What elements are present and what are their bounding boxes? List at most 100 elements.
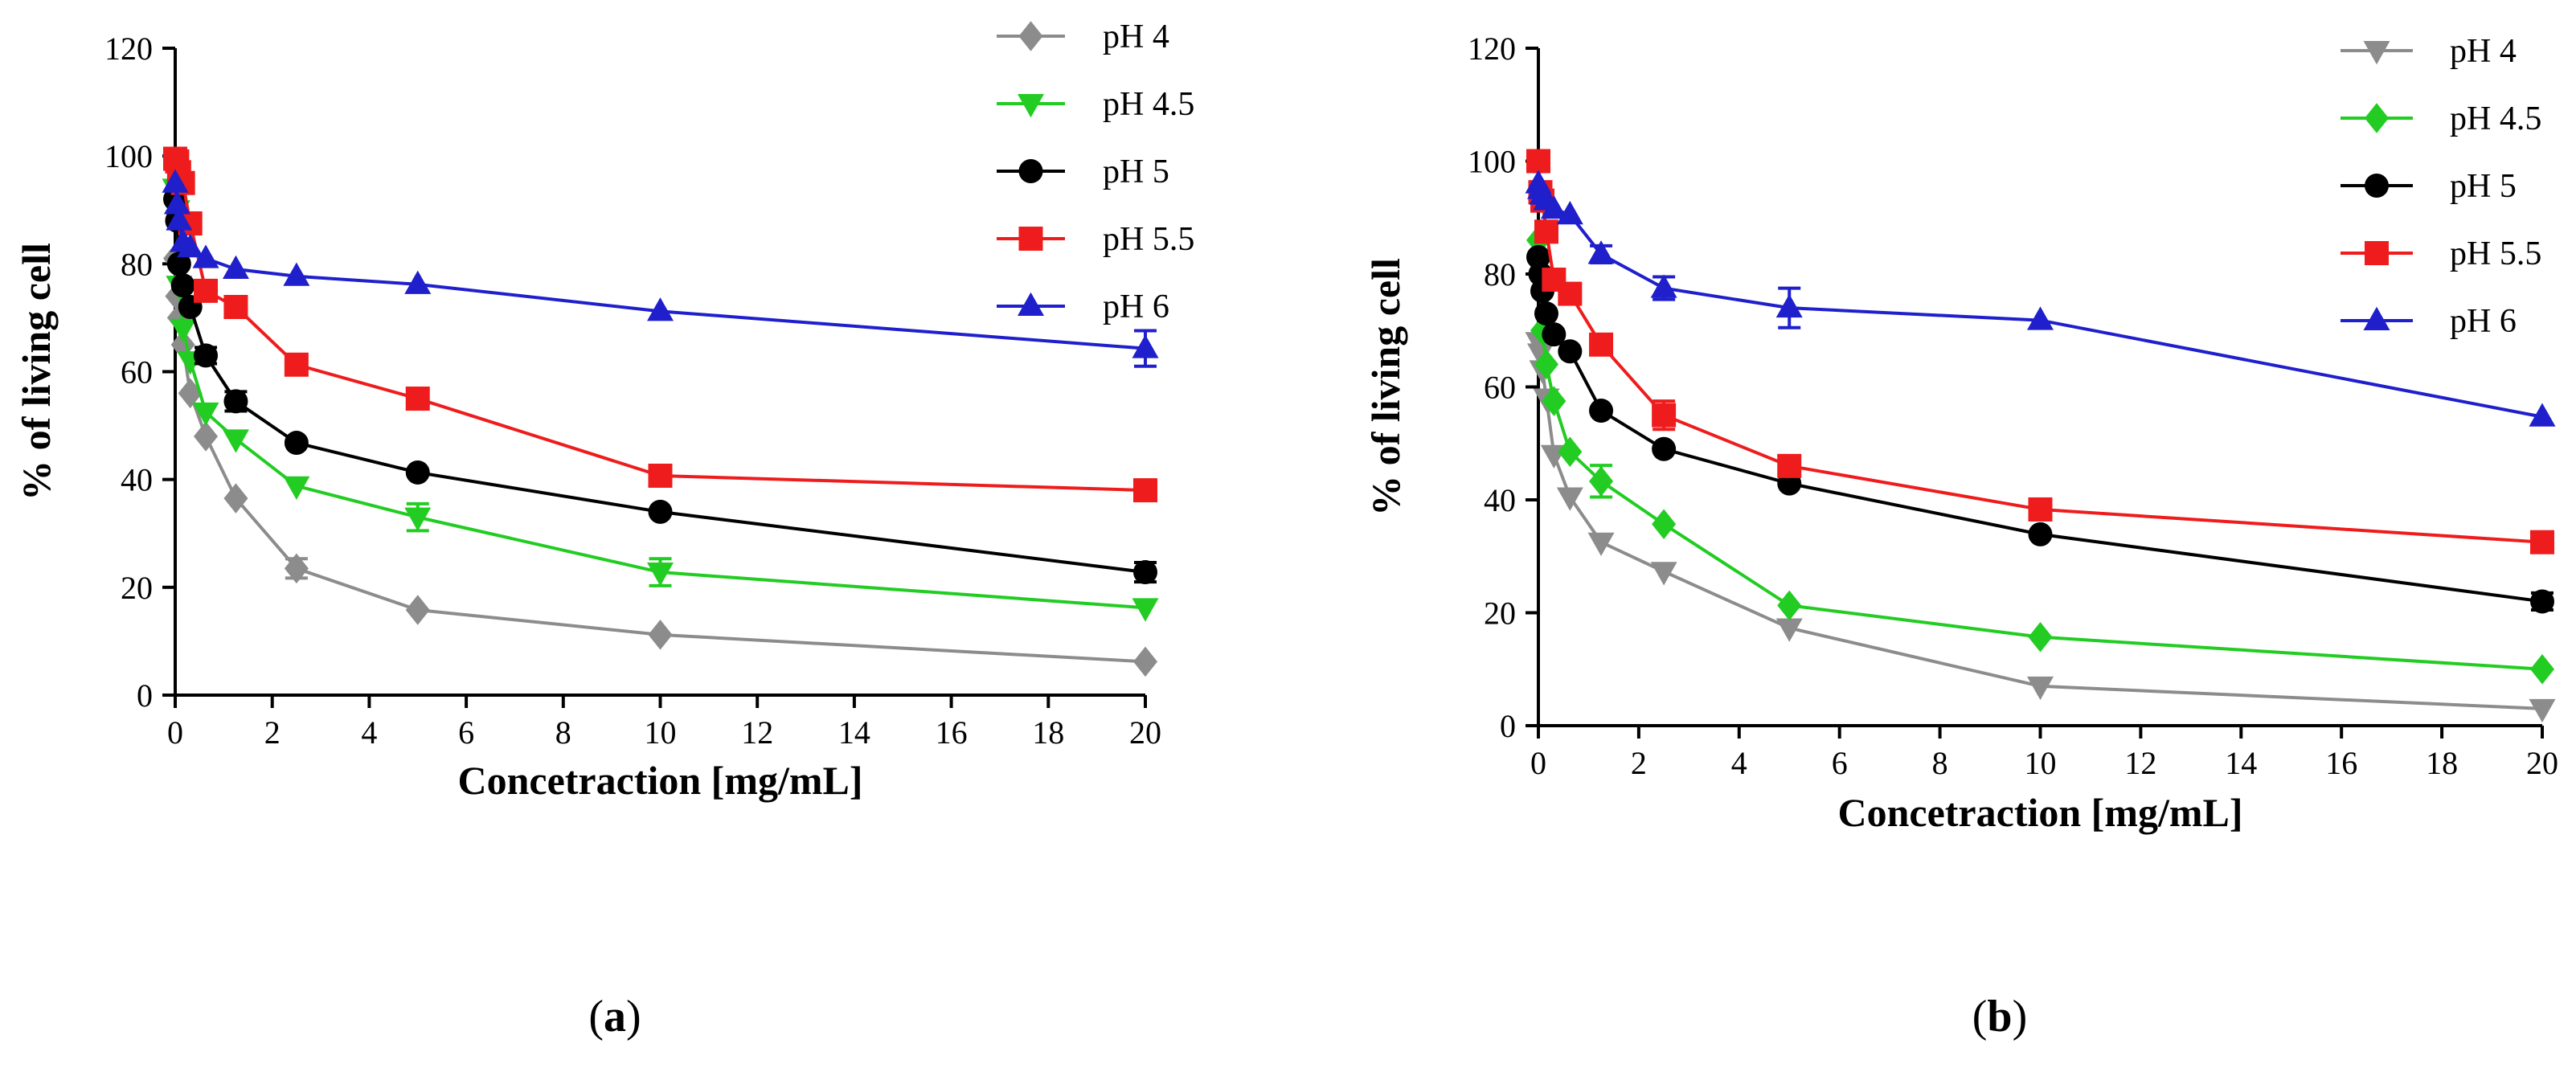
plot-area xyxy=(1525,149,2556,723)
legend-label: pH 4 xyxy=(1103,18,1169,55)
data-point-ph-6 xyxy=(404,270,432,294)
legend-label: pH 5.5 xyxy=(1103,221,1194,258)
series-line-ph-5-5 xyxy=(174,158,1146,493)
data-point-ph-5 xyxy=(2530,589,2554,614)
x-tick-label: 16 xyxy=(2325,745,2357,781)
data-point-ph-4 xyxy=(1775,618,1803,642)
legend-marker xyxy=(1018,159,1043,183)
y-tick-label: 40 xyxy=(1484,482,1516,518)
x-tick-label: 6 xyxy=(1832,745,1848,781)
data-point-ph-4 xyxy=(1650,562,1677,586)
x-tick-label: 10 xyxy=(645,714,677,751)
y-axis-title: % of living cell xyxy=(1363,258,1408,516)
x-tick-label: 12 xyxy=(2124,745,2156,781)
plot-area xyxy=(162,146,1159,677)
data-point-ph-6 xyxy=(2027,306,2054,330)
legend-marker xyxy=(2365,103,2389,133)
x-tick-label: 8 xyxy=(555,714,571,751)
data-point-ph-5 xyxy=(1589,399,1614,424)
axes: 0 20 40 60 80 100 120 0 2 4 6 8 10 12 14 16 18 20 xyxy=(104,31,1161,751)
data-point-ph-5 xyxy=(194,343,219,368)
data-point-ph-6 xyxy=(166,207,193,231)
data-point-ph-5 xyxy=(405,460,430,485)
legend-label: pH 5.5 xyxy=(2450,235,2541,272)
series-ph-5 xyxy=(1526,244,2554,614)
data-point-ph-5 xyxy=(1558,339,1583,364)
data-point-ph-4-5 xyxy=(1542,386,1566,416)
data-point-ph-6 xyxy=(647,297,674,321)
data-point-ph-4 xyxy=(1587,532,1615,556)
data-point-ph-5-5 xyxy=(223,295,248,319)
series-line-ph-5-5 xyxy=(1537,161,2543,544)
legend-marker xyxy=(2363,41,2390,65)
legend-entry-ph-4-5: pH 4.5 xyxy=(2341,100,2541,137)
data-point-ph-5-5 xyxy=(1558,281,1583,306)
x-tick-label: 4 xyxy=(361,714,377,751)
panel-label-letter: a xyxy=(604,992,626,1041)
x-tick-label: 12 xyxy=(741,714,773,751)
x-tick-label: 20 xyxy=(2526,745,2558,781)
panel-label-open-paren: ( xyxy=(1972,992,1988,1041)
data-point-ph-5 xyxy=(170,273,195,298)
data-point-ph-4-5 xyxy=(2028,621,2053,653)
x-tick-label: 16 xyxy=(936,714,968,751)
legend-marker xyxy=(2365,174,2389,198)
data-point-ph-4-5 xyxy=(1132,598,1159,622)
data-point-ph-6 xyxy=(1650,274,1677,298)
data-point-ph-5-5 xyxy=(648,463,673,488)
data-point-ph-4 xyxy=(194,421,219,452)
data-point-ph-4-5 xyxy=(647,563,674,587)
legend: pH 4 pH 4.5 pH 5 pH 5.5 pH 6 xyxy=(997,18,1194,325)
data-point-ph-4 xyxy=(1556,487,1583,511)
legend-marker xyxy=(2365,241,2389,265)
chart-panel-b: 0 20 40 60 80 100 120 0 2 4 6 8 10 12 14 16 18 20 Concetra… xyxy=(1363,31,2558,1041)
x-tick-label: 2 xyxy=(1631,745,1647,781)
panel-label: (b) xyxy=(1972,992,2027,1041)
legend-marker xyxy=(2363,306,2390,330)
legend-label: pH 4.5 xyxy=(2450,100,2541,137)
legend-marker xyxy=(1018,94,1044,118)
y-tick-label: 40 xyxy=(121,462,153,498)
x-tick-label: 8 xyxy=(1932,745,1948,781)
data-point-ph-5 xyxy=(2028,522,2053,546)
panel-label: (a) xyxy=(588,992,641,1041)
series-ph-5-5 xyxy=(163,146,1157,503)
legend-entry-ph-4-5: pH 4.5 xyxy=(997,86,1194,123)
data-point-ph-5 xyxy=(1652,436,1677,461)
y-axis-title: % of living cell xyxy=(14,243,59,501)
data-point-ph-4-5 xyxy=(1589,466,1614,497)
legend-label: pH 6 xyxy=(1103,288,1169,325)
data-point-ph-4-5 xyxy=(283,476,310,500)
data-point-ph-6 xyxy=(1132,334,1159,358)
data-point-ph-4 xyxy=(1526,343,1554,367)
legend-label: pH 6 xyxy=(2450,303,2517,340)
series-line-ph-6 xyxy=(1537,182,2543,419)
data-point-ph-6 xyxy=(163,190,190,215)
legend-entry-ph-6: pH 6 xyxy=(997,288,1169,325)
series-ph-6 xyxy=(1525,170,2556,427)
x-tick-label: 4 xyxy=(1731,745,1747,781)
legend: pH 4 pH 4.5 pH 5 pH 5.5 pH 6 xyxy=(2341,33,2541,340)
y-tick-label: 100 xyxy=(104,138,153,174)
data-point-ph-5-5 xyxy=(1526,149,1550,174)
legend-entry-ph-5: pH 5 xyxy=(997,153,1169,190)
data-point-ph-4 xyxy=(2027,676,2054,701)
x-tick-label: 0 xyxy=(167,714,183,751)
data-point-ph-5-5 xyxy=(194,278,219,303)
x-axis-title: Concetraction [mg/mL] xyxy=(457,758,862,803)
data-point-ph-5-5 xyxy=(405,387,430,411)
data-point-ph-5 xyxy=(166,252,191,276)
data-point-ph-5 xyxy=(284,431,309,456)
x-tick-label: 18 xyxy=(1032,714,1064,751)
data-point-ph-6 xyxy=(177,233,204,258)
legend-entry-ph-5-5: pH 5.5 xyxy=(997,221,1194,258)
data-point-ph-5-5 xyxy=(1534,219,1558,244)
panel-label-close-paren: ) xyxy=(2013,992,2028,1041)
chart-panel-a: 0 20 40 60 80 100 120 0 2 4 6 8 10 12 14 16 18 20 Concetra… xyxy=(14,18,1194,1041)
data-point-ph-5 xyxy=(1534,301,1558,326)
y-tick-label: 120 xyxy=(1468,31,1516,67)
data-point-ph-5-5 xyxy=(1777,453,1802,478)
legend-label: pH 5 xyxy=(1103,153,1169,190)
y-tick-label: 60 xyxy=(121,354,153,391)
legend-entry-ph-4: pH 4 xyxy=(997,18,1169,55)
